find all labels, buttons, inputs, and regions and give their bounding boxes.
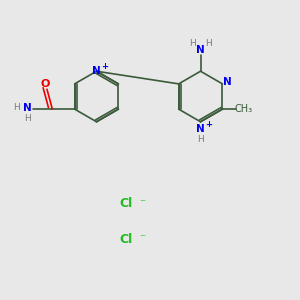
Text: Cl: Cl bbox=[120, 233, 133, 246]
Text: H: H bbox=[13, 103, 20, 112]
Text: O: O bbox=[40, 79, 50, 89]
Text: H: H bbox=[24, 113, 31, 122]
Text: N: N bbox=[23, 103, 32, 112]
Text: N: N bbox=[224, 77, 232, 87]
Text: H: H bbox=[206, 38, 212, 47]
Text: ⁻: ⁻ bbox=[140, 233, 146, 246]
Text: +: + bbox=[205, 120, 212, 129]
Text: N: N bbox=[92, 66, 101, 76]
Text: N: N bbox=[196, 124, 205, 134]
Text: H: H bbox=[197, 134, 204, 143]
Text: N: N bbox=[196, 45, 205, 55]
Text: CH₃: CH₃ bbox=[235, 104, 253, 114]
Text: ⁻: ⁻ bbox=[140, 197, 146, 210]
Text: Cl: Cl bbox=[120, 197, 133, 210]
Text: +: + bbox=[101, 62, 108, 71]
Text: H: H bbox=[189, 38, 196, 47]
